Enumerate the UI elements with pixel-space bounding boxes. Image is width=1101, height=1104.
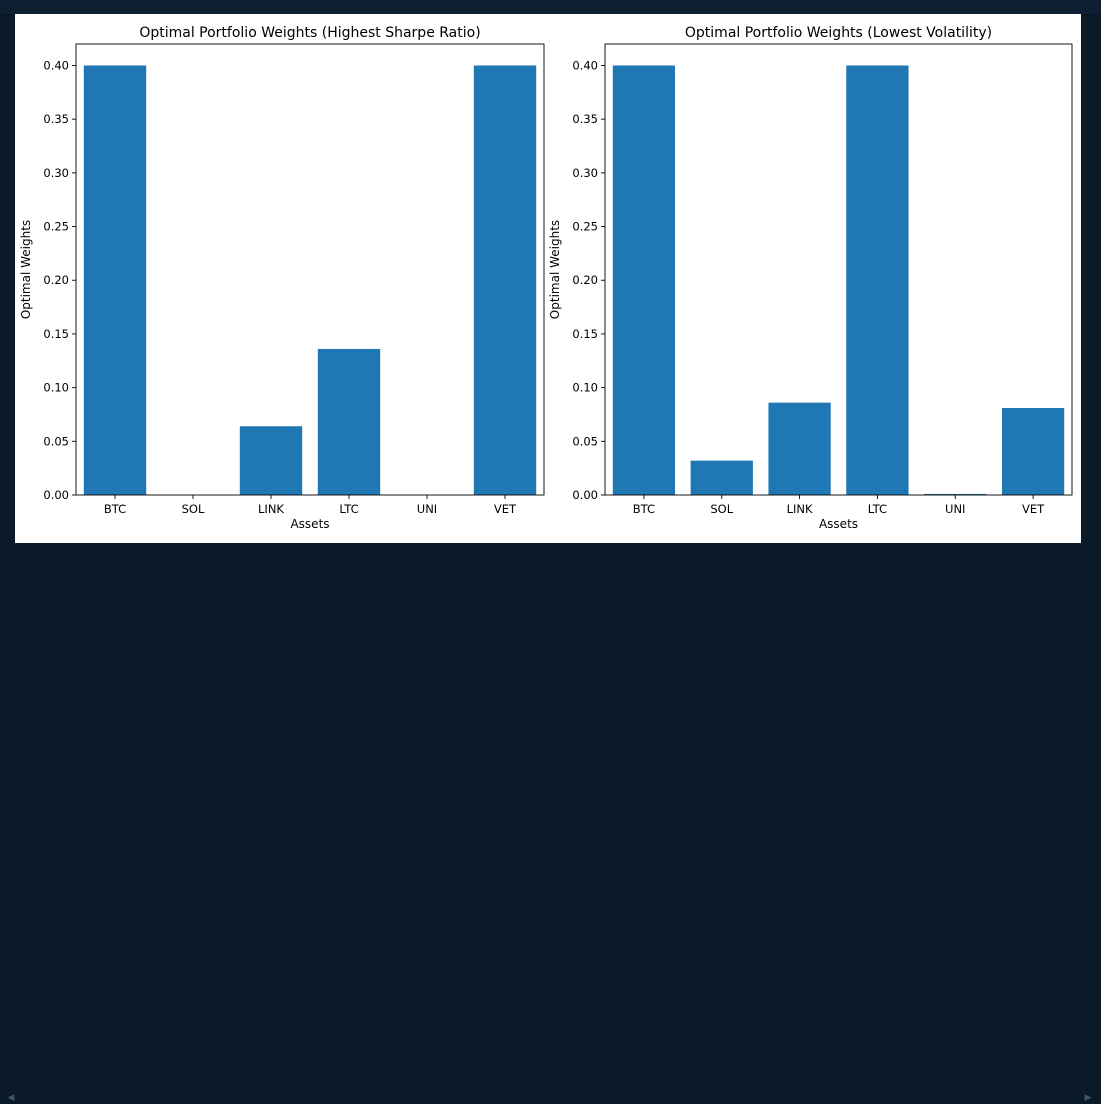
bar-link	[768, 402, 831, 495]
y-tick-label: 0.10	[43, 381, 69, 395]
x-tick-label: SOL	[710, 502, 733, 516]
x-axis-label: Assets	[290, 517, 329, 531]
y-tick-label: 0.00	[572, 488, 598, 502]
chart-title: Optimal Portfolio Weights (Highest Sharp…	[139, 25, 480, 41]
bar-vet	[473, 65, 537, 496]
bar-sol	[690, 460, 753, 495]
y-axis-label: Optimal Weights	[19, 220, 33, 319]
chart-figure: Optimal Portfolio Weights (Highest Sharp…	[15, 14, 1081, 543]
y-tick-label: 0.35	[572, 112, 598, 126]
x-tick-label: SOL	[182, 502, 205, 516]
y-tick-label: 0.15	[572, 327, 598, 341]
top-bar	[0, 0, 1101, 14]
scroll-left-icon[interactable]: ◀	[7, 1093, 15, 1103]
y-tick-label: 0.20	[43, 273, 69, 287]
y-tick-label: 0.30	[572, 166, 598, 180]
y-tick-label: 0.25	[43, 220, 69, 234]
y-tick-label: 0.00	[43, 488, 69, 502]
plot-frame	[604, 43, 1073, 496]
x-tick-label: VET	[1022, 502, 1045, 516]
y-tick-label: 0.30	[43, 166, 69, 180]
y-tick-label: 0.10	[572, 381, 598, 395]
x-tick-label: LTC	[339, 502, 358, 516]
bar-ltc	[846, 65, 909, 496]
y-tick-label: 0.25	[572, 220, 598, 234]
bar-btc	[83, 65, 147, 496]
scroll-right-icon[interactable]: ▶	[1084, 1093, 1092, 1103]
charts-svg: Optimal Portfolio Weights (Highest Sharp…	[19, 25, 1073, 531]
chart-1: Optimal Portfolio Weights (Highest Sharp…	[19, 25, 545, 531]
y-tick-label: 0.40	[572, 58, 598, 72]
bottom-scrollbar[interactable]: ◀ ▶	[0, 544, 1101, 1103]
y-tick-label: 0.40	[43, 58, 69, 72]
y-tick-label: 0.35	[43, 112, 69, 126]
chart-title: Optimal Portfolio Weights (Lowest Volati…	[685, 25, 992, 41]
chart-2: Optimal Portfolio Weights (Lowest Volati…	[548, 25, 1073, 531]
x-tick-label: BTC	[633, 502, 655, 516]
x-tick-label: BTC	[104, 502, 126, 516]
x-tick-label: LINK	[787, 502, 813, 516]
bar-link	[239, 426, 303, 495]
y-tick-label: 0.20	[572, 273, 598, 287]
y-axis-label: Optimal Weights	[548, 220, 562, 319]
bar-vet	[1001, 408, 1065, 495]
x-tick-label: VET	[494, 502, 517, 516]
x-tick-label: UNI	[417, 502, 437, 516]
x-axis-label: Assets	[819, 517, 858, 531]
y-tick-label: 0.15	[43, 327, 69, 341]
x-tick-label: LTC	[868, 502, 887, 516]
bar-ltc	[317, 348, 381, 495]
bar-uni	[924, 493, 987, 495]
x-tick-label: UNI	[945, 502, 965, 516]
x-tick-label: LINK	[258, 502, 284, 516]
bar-btc	[612, 65, 676, 496]
y-tick-label: 0.05	[572, 434, 598, 448]
y-tick-label: 0.05	[43, 434, 69, 448]
plot-frame	[75, 43, 545, 496]
